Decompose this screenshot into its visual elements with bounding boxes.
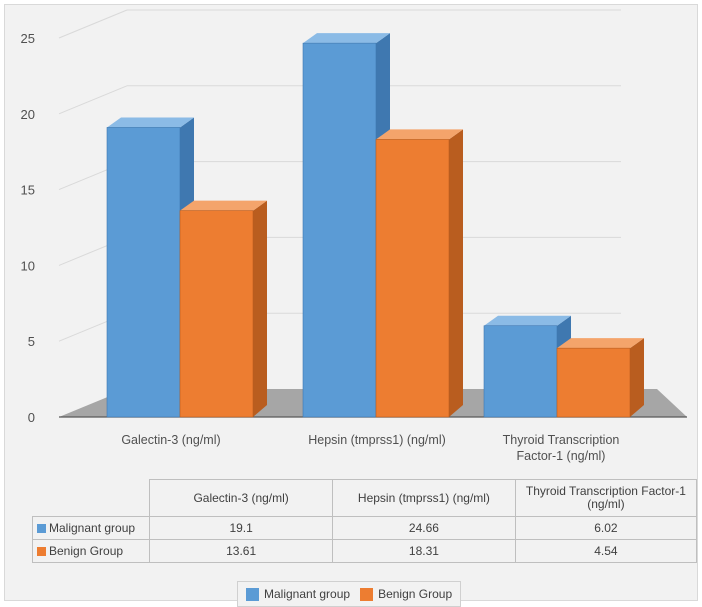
bar-top-malignant (303, 33, 390, 44)
bar-malignant (302, 42, 377, 418)
bar-top-malignant (107, 117, 194, 128)
table-cell: 4.54 (514, 539, 698, 563)
table-row-label: Benign Group (49, 543, 124, 558)
y-tick-label: 20 (21, 107, 35, 122)
bar-side-benign (253, 200, 267, 417)
table-header-hepsin: Hepsin (tmprss1) (ng/ml) (332, 479, 516, 517)
table-cell: 13.61 (149, 539, 334, 563)
table-cell: 19.1 (149, 516, 334, 540)
bar-side-benign (449, 129, 463, 417)
bar-side-benign (630, 338, 644, 417)
chart-frame: 0 5 10 15 20 25 Galectin-3 (ng/ml) Hepsin (tmpr… (4, 4, 698, 607)
bar-benign (179, 210, 254, 418)
legend-label-malignant: Malignant group (264, 587, 351, 601)
bar-benign (375, 139, 450, 418)
table-header-row: Galectin-3 (ng/ml) Hepsin (tmprss1) (ng/… (32, 479, 698, 517)
gridline-diagonal (58, 85, 128, 115)
legend-item-benign: Benign Group (360, 587, 452, 601)
legend-label-benign: Benign Group (378, 587, 453, 601)
legend-swatch-malignant (246, 587, 259, 601)
bar-top-benign (180, 200, 267, 211)
gridline-diagonal (58, 9, 128, 39)
bar-benign (556, 347, 631, 418)
bar-top-benign (376, 129, 463, 140)
y-tick-label: 10 (21, 258, 35, 273)
bar-top-malignant (484, 315, 571, 326)
x-tick-label: Thyroid Transcription Factor-1 (ng/ml) (503, 433, 620, 463)
table-row: Malignant group 19.1 24.66 6.02 (31, 516, 698, 540)
y-tick-label: 15 (21, 183, 35, 198)
table-row-label: Malignant group (49, 520, 136, 535)
bar-chart: 0 5 10 15 20 25 Galectin-3 (ng/ml) Hepsin (tmpr… (21, 9, 687, 463)
table-cell: 24.66 (332, 516, 516, 540)
data-table: Galectin-3 (ng/ml) Hepsin (tmprss1) (ng/… (31, 479, 698, 563)
table-header-ttf1: Thyroid Transcription Factor-1 (ng/ml) (514, 479, 698, 517)
y-tick-label: 0 (28, 410, 35, 425)
legend-item-malignant: Malignant group (246, 587, 350, 601)
x-tick-label: Hepsin (tmprss1) (ng/ml) (308, 433, 446, 447)
bar-malignant (106, 127, 181, 418)
table-row: Benign Group 13.61 18.31 4.54 (31, 539, 698, 563)
legend-swatch-benign (360, 587, 374, 601)
y-tick-label: 5 (28, 334, 35, 349)
bar-malignant (483, 325, 558, 418)
legend: Malignant group Benign Group (237, 581, 462, 607)
malignant-swatch (37, 523, 46, 533)
table-row-header: Benign Group (31, 539, 151, 563)
y-tick-label: 25 (21, 31, 35, 46)
table-header-galectin: Galectin-3 (ng/ml) (149, 479, 334, 517)
x-tick-label: Galectin-3 (ng/ml) (121, 433, 220, 447)
table-cell: 6.02 (514, 516, 698, 540)
benign-swatch (37, 546, 46, 556)
table-corner-cell (32, 479, 151, 517)
table-row-header: Malignant group (31, 516, 151, 540)
bar-top-benign (557, 338, 644, 349)
table-cell: 18.31 (332, 539, 516, 563)
